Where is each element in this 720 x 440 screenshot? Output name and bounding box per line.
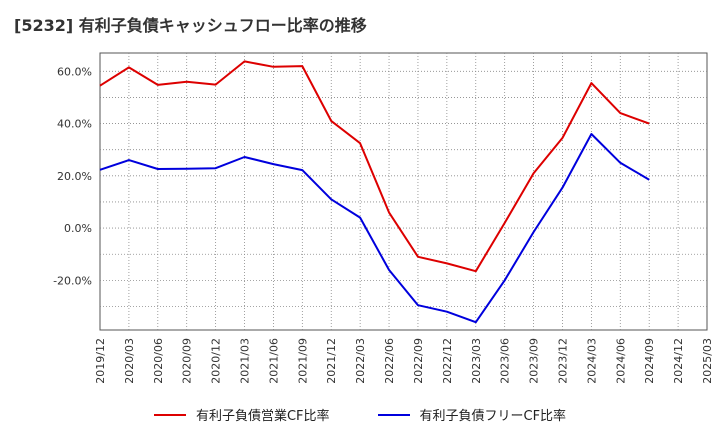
legend: 有利子負債営業CF比率 有利子負債フリーCF比率 [0,405,720,424]
y-tick-label: 0.0% [64,222,92,235]
legend-label-operating-cf: 有利子負債営業CF比率 [195,409,330,424]
x-tick-label: 2025/03 [701,338,714,384]
x-tick-label: 2020/06 [152,338,165,384]
chart-title: [5232] 有利子負債キャッシュフロー比率の推移 [14,16,367,35]
x-tick-label: 2021/12 [325,338,338,384]
x-tick-label: 2022/09 [412,338,425,384]
y-tick-label: -20.0% [53,274,92,287]
x-tick-label: 2021/03 [239,338,252,384]
x-tick-label: 2021/06 [267,338,280,384]
legend-item-free-cf: 有利子負債フリーCF比率 [377,405,567,424]
x-tick-label: 2024/03 [585,338,598,384]
x-tick-label: 2020/12 [210,338,223,384]
x-tick-label: 2024/09 [643,338,656,384]
x-tick-label: 2020/03 [123,338,136,384]
x-tick-label: 2019/12 [94,338,107,384]
x-tick-label: 2022/12 [441,338,454,384]
legend-item-operating-cf: 有利子負債営業CF比率 [153,405,330,424]
x-tick-label: 2021/09 [296,338,309,384]
y-tick-label: 60.0% [57,65,92,78]
legend-swatch-operating-cf [153,413,186,416]
x-tick-label: 2022/03 [354,338,367,384]
x-tick-label: 2024/06 [614,338,627,384]
x-tick-label: 2024/12 [672,338,685,384]
x-tick-label: 2023/09 [528,338,541,384]
x-tick-label: 2022/06 [383,338,396,384]
series-line-0 [99,60,650,273]
y-tick-label: 40.0% [57,118,92,131]
x-tick-label: 2023/03 [470,338,483,384]
x-tick-label: 2023/12 [556,338,569,384]
y-tick-label: 20.0% [57,170,92,183]
x-tick-label: 2023/06 [499,338,512,384]
legend-label-free-cf: 有利子負債フリーCF比率 [419,409,567,424]
legend-swatch-free-cf [377,413,410,416]
series-line-1 [99,133,650,324]
x-tick-label: 2020/09 [181,338,194,384]
